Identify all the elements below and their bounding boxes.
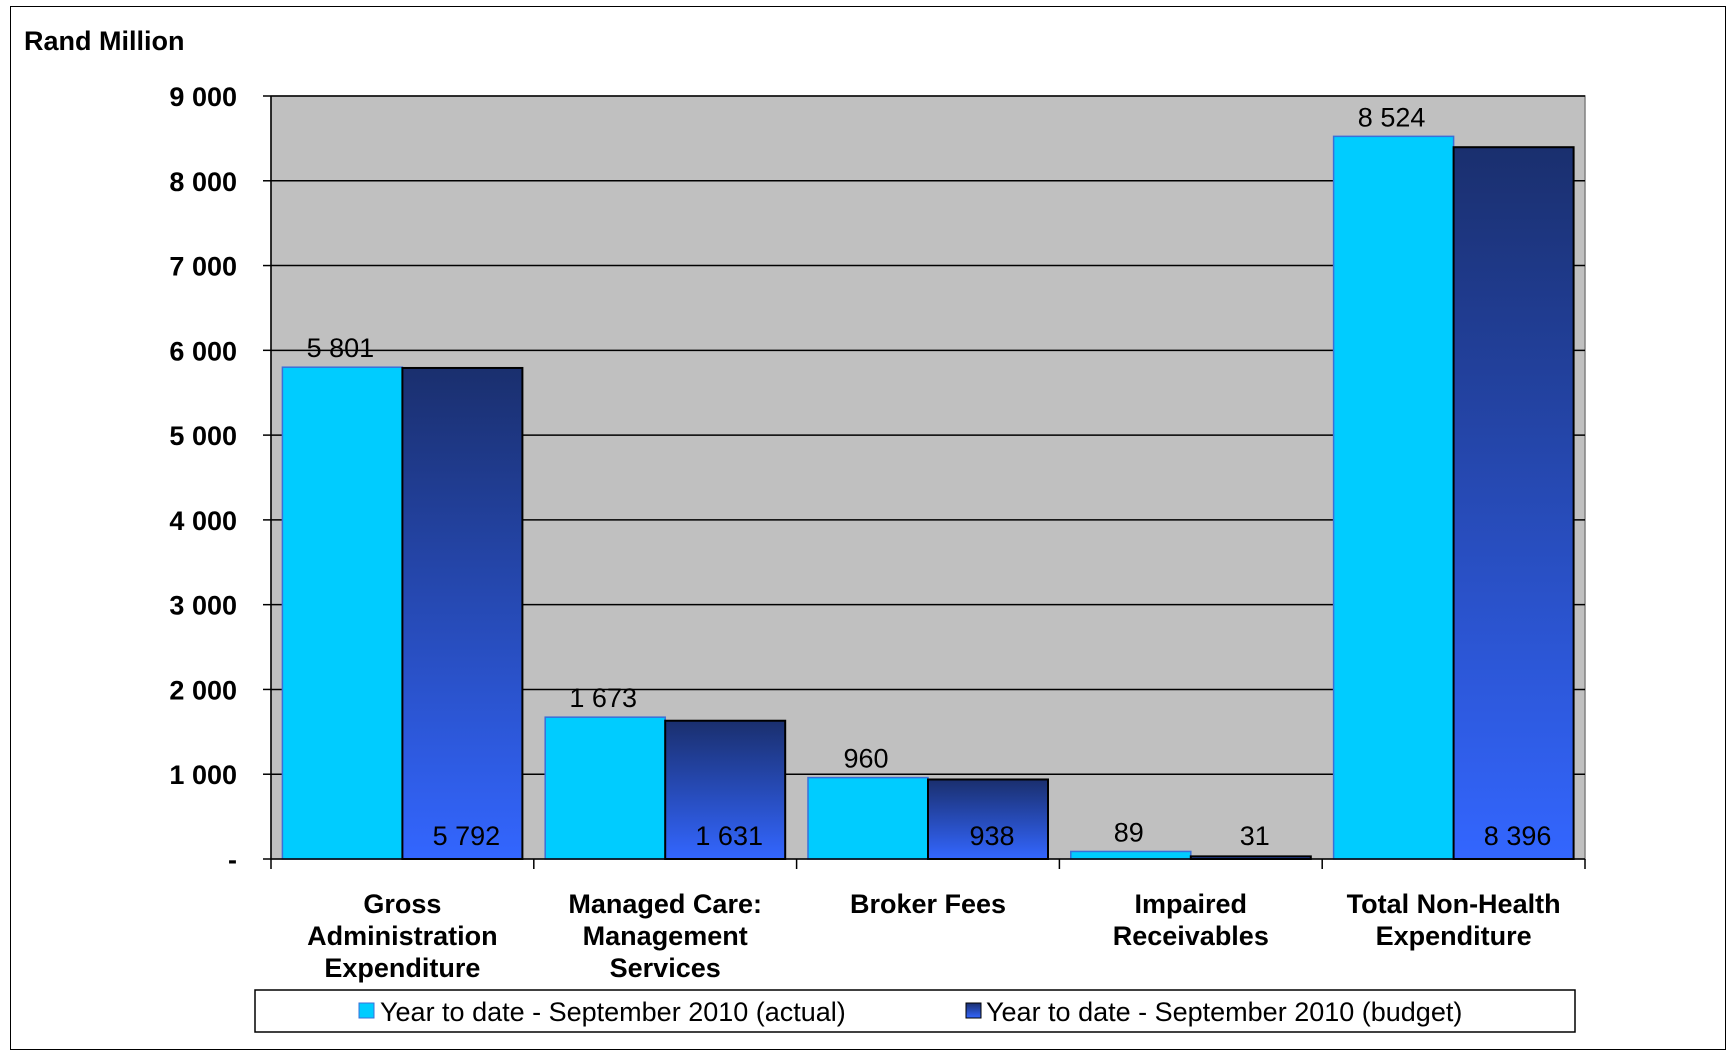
legend-swatch-actual <box>358 1002 375 1019</box>
bar-budget <box>664 719 787 860</box>
y-tick-label: 4 000 <box>169 506 237 536</box>
y-axis-label: Rand Million <box>24 26 184 56</box>
y-tick-label: 6 000 <box>169 336 237 366</box>
bar-budget <box>1452 146 1575 861</box>
data-label-budget: 5 792 <box>433 821 501 851</box>
data-label-budget: 31 <box>1240 821 1270 851</box>
bar-actual <box>281 366 404 860</box>
x-tick-label: Managed Care: Management Services <box>568 889 762 983</box>
data-label-actual: 5 801 <box>307 333 375 363</box>
axes: - 1 000 2 000 3 000 4 000 5 000 6 000 7 000 8 00… <box>169 82 1586 983</box>
data-label-actual: 89 <box>1114 817 1144 847</box>
data-label-budget: 1 631 <box>695 821 763 851</box>
x-tick-label: Impaired Receivables <box>1113 889 1269 951</box>
y-tick-label: 9 000 <box>169 82 237 112</box>
x-tick-label: Gross Administration Expenditure <box>307 889 498 983</box>
legend-swatch-budget <box>965 1002 982 1019</box>
bar-actual <box>1070 850 1192 860</box>
data-label-actual: 1 673 <box>569 683 637 713</box>
y-tick-label: 7 000 <box>169 252 237 282</box>
x-tick-label: Total Non-Health Expenditure <box>1347 889 1561 951</box>
bar-actual <box>807 776 929 860</box>
data-label-actual: 8 524 <box>1358 102 1426 132</box>
legend-label-budget: Year to date - September 2010 (budget) <box>986 997 1462 1027</box>
y-tick-label: 2 000 <box>169 675 237 705</box>
y-tick-label: 3 000 <box>169 591 237 621</box>
y-tick-label: 8 000 <box>169 167 237 197</box>
data-labels: 5 801 5 792 1 673 1 631 960 938 89 31 8 524 8 396 <box>307 102 1552 851</box>
data-label-actual: 960 <box>843 744 888 774</box>
bars <box>281 135 1575 861</box>
legend-label-actual: Year to date - September 2010 (actual) <box>380 997 846 1027</box>
bar-actual <box>544 716 666 860</box>
bar-budget <box>401 366 524 860</box>
data-label-budget: 8 396 <box>1484 821 1552 851</box>
data-label-budget: 938 <box>969 821 1014 851</box>
y-tick-label: - <box>228 845 237 875</box>
legend-box <box>254 989 1576 1033</box>
legend: Year to date - September 2010 (actual) Ye… <box>254 989 1576 1033</box>
x-tick-label: Broker Fees <box>850 889 1006 919</box>
bar-budget <box>927 778 1049 861</box>
y-tick-label: 1 000 <box>169 760 237 790</box>
bar-actual <box>1332 135 1455 860</box>
y-tick-label: 5 000 <box>169 421 237 451</box>
